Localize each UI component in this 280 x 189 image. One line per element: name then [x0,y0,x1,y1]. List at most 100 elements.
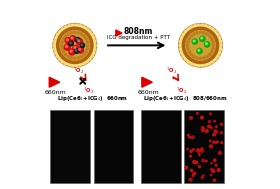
Circle shape [206,160,207,162]
Circle shape [179,24,222,67]
Circle shape [211,127,213,129]
Circle shape [211,168,213,170]
Circle shape [179,47,183,51]
Circle shape [192,174,194,176]
Circle shape [187,41,189,43]
Text: Lip(Ce6$_1$+ICG$_4$)  808/660nm: Lip(Ce6$_1$+ICG$_4$) 808/660nm [143,94,228,103]
Circle shape [186,31,215,60]
Circle shape [76,38,78,40]
Text: ICG degradation + PTT: ICG degradation + PTT [107,35,170,40]
Circle shape [55,51,58,54]
Circle shape [204,63,207,66]
Circle shape [220,123,223,125]
Circle shape [196,57,198,59]
Circle shape [184,30,188,34]
Circle shape [187,48,189,50]
Circle shape [195,161,198,164]
Circle shape [77,32,79,34]
Circle shape [64,53,67,56]
Circle shape [85,28,88,31]
Circle shape [187,28,190,31]
Circle shape [217,36,221,40]
Text: 808nm: 808nm [123,27,153,36]
Circle shape [213,179,216,181]
Circle shape [80,56,82,58]
Circle shape [193,172,195,175]
Circle shape [188,38,190,40]
Circle shape [199,166,201,168]
Circle shape [190,61,193,65]
Circle shape [92,47,96,51]
Circle shape [78,63,82,66]
Circle shape [201,150,204,152]
Circle shape [213,44,215,46]
Circle shape [190,35,192,37]
Circle shape [203,57,205,59]
Circle shape [216,33,219,37]
Circle shape [197,24,200,27]
Circle shape [66,39,68,41]
Circle shape [59,30,62,34]
Circle shape [211,162,212,164]
Circle shape [64,35,67,37]
Polygon shape [116,30,122,36]
Circle shape [62,38,65,40]
Circle shape [190,53,192,56]
Circle shape [209,35,211,37]
Circle shape [70,42,71,44]
Circle shape [70,50,72,52]
Circle shape [74,49,79,53]
FancyBboxPatch shape [94,110,133,183]
Circle shape [214,130,217,132]
Circle shape [185,166,187,169]
Polygon shape [142,77,152,87]
Circle shape [69,41,73,46]
Circle shape [92,51,95,54]
Circle shape [54,40,57,43]
Circle shape [215,164,217,166]
Circle shape [60,31,90,60]
Circle shape [88,57,91,60]
Circle shape [201,177,203,179]
Circle shape [57,27,93,64]
Circle shape [211,28,214,31]
Circle shape [92,36,95,40]
Circle shape [197,48,202,54]
Circle shape [196,32,198,34]
Circle shape [70,36,76,42]
Circle shape [218,151,221,154]
Circle shape [211,51,213,53]
Circle shape [68,63,71,66]
Circle shape [192,39,197,44]
Circle shape [190,117,193,119]
Circle shape [209,145,213,148]
Circle shape [210,113,211,115]
Circle shape [86,48,88,50]
Circle shape [61,41,63,43]
Circle shape [61,59,65,63]
Circle shape [190,26,193,29]
Circle shape [184,57,188,60]
Circle shape [74,31,76,33]
Circle shape [179,40,183,43]
Circle shape [206,56,208,58]
Circle shape [212,48,214,50]
Circle shape [209,140,211,142]
Circle shape [207,26,211,29]
Circle shape [61,48,63,50]
Circle shape [200,36,205,41]
Circle shape [75,37,80,42]
Circle shape [180,36,184,40]
Circle shape [218,44,222,47]
Circle shape [69,49,75,55]
Circle shape [190,155,192,157]
Circle shape [79,48,81,50]
Circle shape [193,63,197,66]
Circle shape [208,125,210,128]
Circle shape [212,41,214,43]
Circle shape [203,32,205,34]
Circle shape [60,44,63,46]
Circle shape [192,149,194,151]
Circle shape [180,51,184,54]
Circle shape [53,24,97,67]
